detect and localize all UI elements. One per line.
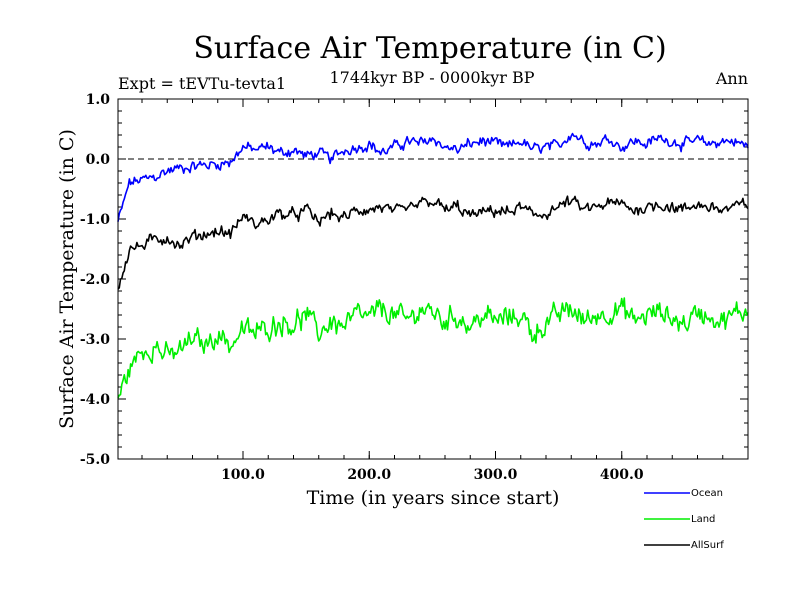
y-axis-label: Surface Air Temperature (in C) [56,129,78,429]
chart-subtitle: 1744kyr BP - 0000kyr BP [330,68,535,87]
x-tick-label: 200.0 [347,467,391,483]
season-label: Ann [715,69,748,88]
series-line-land [117,297,749,399]
y-tick-label: -1.0 [80,212,110,228]
y-tick-label: 1.0 [86,92,111,108]
expt-label: Expt = tEVTu-tevta1 [118,74,286,93]
chart-title: Surface Air Temperature (in C) [193,31,666,66]
plot-frame [117,98,749,460]
legend: Ocean Land AllSurf [644,488,724,551]
x-tick-label: 100.0 [221,467,265,483]
y-tick-label: -4.0 [80,392,110,408]
y-tick-label: 0.0 [86,152,111,168]
x-tick-label: 300.0 [474,467,518,483]
legend-label-allsurf: AllSurf [691,540,724,551]
y-tick-label: -2.0 [80,272,110,288]
x-tick-label: 400.0 [600,467,644,483]
y-tick-label: -3.0 [80,332,110,348]
series-line-allsurf [117,195,749,290]
legend-label-ocean: Ocean [691,488,723,499]
legend-label-land: Land [691,514,715,525]
x-axis-label: Time (in years since start) [307,487,560,509]
series-line-ocean [117,132,749,222]
y-tick-label: -5.0 [80,452,110,468]
